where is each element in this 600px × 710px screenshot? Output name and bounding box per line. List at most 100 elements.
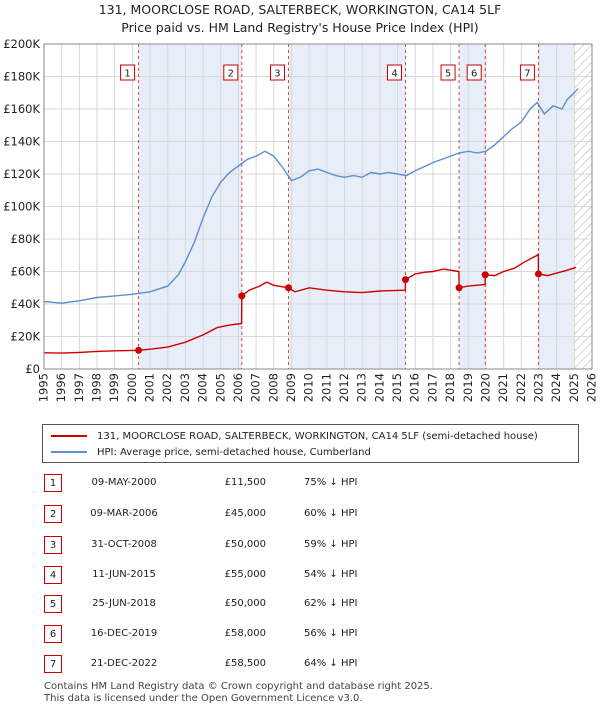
x-tick-label: 2017 — [425, 373, 439, 402]
transaction-number: 4 — [44, 566, 62, 584]
sale-number-box — [269, 64, 285, 81]
sale-number-label: 2 — [228, 69, 234, 80]
transaction-date: 09-MAR-2006 — [90, 508, 158, 519]
transaction-row: 2 09-MAR-2006 £45,000 60% ↓ HPI — [44, 505, 564, 525]
x-tick-label: 2014 — [372, 373, 386, 402]
transaction-date: 16-DEC-2019 — [90, 628, 158, 639]
transaction-date: 25-JUN-2018 — [92, 598, 156, 609]
y-tick-label: £80K — [11, 232, 41, 246]
legend: 131, MOORCLOSE ROAD, SALTERBECK, WORKING… — [42, 424, 579, 463]
transaction-row: 5 25-JUN-2018 £50,000 62% ↓ HPI — [44, 595, 564, 615]
property-price-line — [43, 252, 577, 354]
sale-number-label: 6 — [471, 69, 477, 80]
y-tick-label: £120K — [3, 167, 40, 181]
sale-number-label: 1 — [124, 69, 130, 80]
transaction-price: £11,500 — [224, 477, 266, 488]
y-tick-label: £0 — [25, 362, 40, 376]
sale-number-box — [440, 64, 456, 81]
sale-number-label: 7 — [524, 69, 530, 80]
y-tick-label: £140K — [3, 135, 40, 149]
footer-licence: This data is licensed under the Open Gov… — [44, 693, 363, 704]
sale-point — [455, 284, 463, 292]
legend-swatch-hpi — [51, 451, 87, 453]
sale-point — [534, 270, 542, 278]
transaction-number: 7 — [44, 655, 62, 673]
x-tick-label: 2004 — [196, 373, 210, 402]
x-tick-label: 2005 — [213, 373, 227, 402]
sale-number-box — [387, 64, 403, 81]
sale-point — [135, 346, 143, 354]
transaction-hpi-diff: 56% ↓ HPI — [304, 628, 358, 639]
x-tick-label: 2016 — [408, 373, 422, 402]
x-tick-label: 2003 — [178, 373, 192, 402]
x-tick-label: 2024 — [549, 373, 563, 402]
transaction-price: £45,000 — [224, 508, 266, 519]
y-tick-label: £60K — [11, 265, 41, 279]
transaction-row: 3 31-OCT-2008 £50,000 59% ↓ HPI — [44, 536, 564, 556]
y-tick-label: £100K — [3, 200, 40, 214]
transaction-date: 31-OCT-2008 — [91, 539, 157, 550]
transaction-date: 21-DEC-2022 — [90, 658, 158, 669]
transaction-row: 6 16-DEC-2019 £58,000 56% ↓ HPI — [44, 625, 564, 645]
transaction-hpi-diff: 60% ↓ HPI — [304, 508, 358, 519]
x-tick-label: 2021 — [496, 373, 510, 402]
x-tick-label: 2006 — [231, 373, 245, 402]
transaction-number: 5 — [44, 595, 62, 613]
y-tick-label: £180K — [3, 70, 40, 84]
y-tick-label: £40K — [11, 297, 41, 311]
transaction-row: 4 11-JUN-2015 £55,000 54% ↓ HPI — [44, 566, 564, 586]
x-tick-label: 2012 — [337, 373, 351, 402]
sale-number-box — [519, 64, 535, 81]
legend-item-hpi: HPI: Average price, semi-detached house,… — [51, 445, 371, 459]
x-tick-label: 1995 — [37, 373, 51, 402]
sale-number-box — [466, 64, 482, 81]
x-tick-label: 2026 — [585, 373, 599, 402]
x-tick-label: 2007 — [249, 373, 263, 402]
x-tick-label: 1998 — [90, 373, 104, 402]
price-chart: £0 £20K £40K £60K £80K £100K £120K £140K £160K £1… — [3, 37, 599, 402]
hpi-line — [43, 88, 579, 304]
sale-number-box — [120, 64, 136, 81]
footer-copyright: Contains HM Land Registry data © Crown c… — [44, 681, 433, 692]
transaction-price: £55,000 — [224, 569, 266, 580]
legend-label-property: 131, MOORCLOSE ROAD, SALTERBECK, WORKING… — [97, 430, 538, 442]
sale-point — [402, 276, 410, 284]
transaction-number: 1 — [44, 474, 62, 492]
sale-point — [284, 284, 292, 292]
transaction-hpi-diff: 62% ↓ HPI — [304, 598, 358, 609]
plot-frame — [43, 43, 593, 370]
x-tick-label: 2001 — [143, 373, 157, 402]
sale-number-label: 3 — [274, 69, 280, 80]
transaction-price: £50,000 — [224, 539, 266, 550]
x-tick-label: 2010 — [302, 373, 316, 402]
sale-number-box — [223, 64, 239, 81]
legend-swatch-property — [51, 435, 87, 437]
chart-title: 131, MOORCLOSE ROAD, SALTERBECK, WORKING… — [98, 2, 502, 17]
x-tick-label: 2018 — [443, 373, 457, 402]
y-tick-label: £160K — [3, 102, 40, 116]
y-tick-label: £200K — [3, 37, 40, 51]
x-tick-label: 2019 — [461, 373, 475, 402]
x-tick-label: 2023 — [531, 373, 545, 402]
sale-number-label: 4 — [391, 69, 397, 80]
transaction-hpi-diff: 54% ↓ HPI — [304, 569, 358, 580]
x-tick-label: 1999 — [107, 373, 121, 402]
x-tick-label: 2002 — [160, 373, 174, 402]
transaction-date: 09-MAY-2000 — [91, 477, 157, 488]
transaction-hpi-diff: 59% ↓ HPI — [304, 539, 358, 550]
transaction-price: £58,000 — [224, 628, 266, 639]
sale-number-label: 5 — [445, 69, 451, 80]
x-tick-label: 1996 — [54, 373, 68, 402]
transaction-price: £50,000 — [224, 598, 266, 609]
legend-item-property: 131, MOORCLOSE ROAD, SALTERBECK, WORKING… — [51, 429, 538, 443]
chart-subtitle: Price paid vs. HM Land Registry's House … — [121, 20, 479, 35]
x-tick-label: 2025 — [567, 373, 581, 402]
sale-point — [238, 292, 246, 300]
x-tick-label: 2009 — [284, 373, 298, 402]
transaction-hpi-diff: 64% ↓ HPI — [304, 658, 358, 669]
x-tick-label: 1997 — [72, 373, 86, 402]
x-tick-label: 2000 — [125, 373, 139, 402]
x-tick-label: 2020 — [478, 373, 492, 402]
x-tick-label: 2011 — [319, 373, 333, 402]
transaction-hpi-diff: 75% ↓ HPI — [304, 477, 358, 488]
